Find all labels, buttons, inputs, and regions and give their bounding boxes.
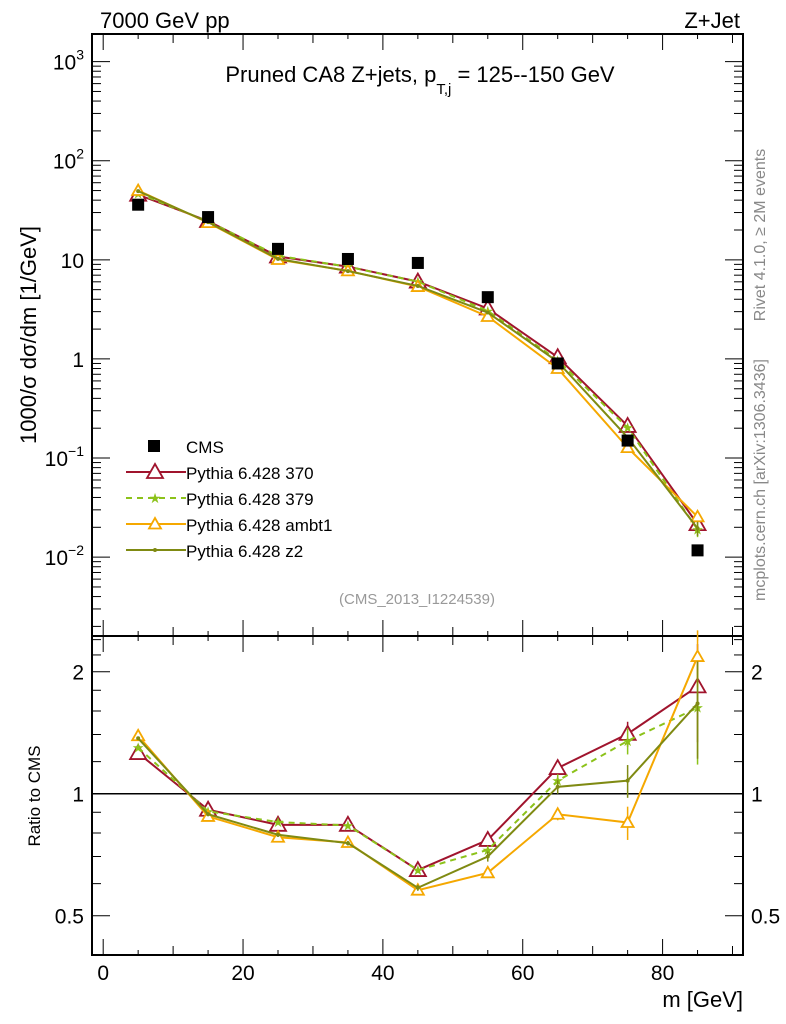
xlabel: m [GeV] <box>662 987 743 1012</box>
series-point <box>415 283 420 288</box>
x-tick-label: 60 <box>511 962 534 985</box>
ratio-y-tick-label: 0.5 <box>55 906 84 929</box>
ratio-point <box>480 865 496 879</box>
cms-data-point <box>551 357 564 370</box>
mcplots-label: mcplots.cern.ch [arXiv:1306.3436] <box>752 359 769 601</box>
cms-data-point <box>481 291 494 304</box>
main-ylabel: 1000/σ dσ/dm [1/GeV] <box>16 226 41 444</box>
ratio-point <box>206 812 211 817</box>
ratio-line-3 <box>137 702 699 889</box>
ratio-y-tick-label-right: 1 <box>751 784 763 807</box>
ratio-point <box>415 885 420 890</box>
legend: CMS Pythia 6.428 370 ★ Pythia 6.428 379 Pyth… <box>126 438 332 561</box>
x-tick-label: 20 <box>231 962 254 985</box>
series-point <box>620 439 636 454</box>
y-tick-label: 10−2 <box>45 542 85 570</box>
ratio-point: ★ <box>621 733 634 749</box>
ratio-point <box>620 814 636 828</box>
series-line-1 <box>137 192 699 530</box>
series-point: ★ <box>621 420 634 436</box>
legend-label: Pythia 6.428 z2 <box>186 542 303 561</box>
ratio-point: ★ <box>342 817 355 833</box>
ratio-point: ★ <box>132 740 145 756</box>
y-tick-label: 1 <box>72 349 84 372</box>
ratio-point <box>555 784 560 789</box>
ratio-point <box>485 854 490 859</box>
ratio-y-tick-label-right: 2 <box>751 662 763 685</box>
cms-data-point <box>272 242 284 255</box>
y-tick-label: 10 <box>61 250 84 273</box>
y-tick-label: 10−1 <box>45 443 85 471</box>
ratio-y-tick-label: 1 <box>72 784 84 807</box>
ratio-point <box>689 648 706 662</box>
ratio-frame <box>91 635 744 956</box>
y-tick-label: 103 <box>53 47 84 75</box>
ratio-line-0 <box>137 685 699 872</box>
cms-data-point <box>621 434 634 447</box>
series-point <box>136 189 141 194</box>
ratio-point: ★ <box>272 814 285 830</box>
ratio-y-tick-label: 2 <box>72 662 84 685</box>
series-point <box>695 526 700 531</box>
series-point <box>276 256 280 261</box>
ratio-point <box>695 701 700 706</box>
ratio-point <box>345 841 350 846</box>
header-right: Z+Jet <box>684 8 740 33</box>
legend-marker <box>153 548 157 552</box>
legend-marker: ★ <box>149 490 162 506</box>
ratio-point <box>548 758 568 775</box>
ratio-point <box>478 830 498 847</box>
series-point <box>689 509 706 523</box>
legend-marker <box>145 462 165 479</box>
legend-label-cms: CMS <box>186 438 224 457</box>
legend-label: Pythia 6.428 370 <box>186 464 314 483</box>
x-tick-label: 80 <box>651 962 674 985</box>
header-left: 7000 GeV pp <box>100 8 230 33</box>
cms-data-point <box>411 256 424 269</box>
legend-label: Pythia 6.428 ambt1 <box>186 516 332 535</box>
cms-data-point <box>691 544 704 557</box>
ratio-point <box>136 736 141 741</box>
ratio-line-1 <box>137 706 698 872</box>
ratio-ylabel: Ratio to CMS <box>25 745 44 846</box>
main-title: Pruned CA8 Z+jets, pT,j = 125--150 GeV <box>225 62 615 98</box>
rivet-label: Rivet 4.1.0, ≥ 2M events <box>752 149 769 321</box>
legend-marker-cms <box>148 440 160 452</box>
y-tick-label: 102 <box>53 146 84 174</box>
series-point <box>485 310 490 315</box>
ratio-y-tick-label-right: 0.5 <box>751 906 780 929</box>
legend-label: Pythia 6.428 379 <box>186 490 314 509</box>
analysis-watermark: (CMS_2013_I1224539) <box>339 591 495 608</box>
ratio-point <box>276 832 280 837</box>
x-tick-label: 0 <box>97 962 109 985</box>
cms-data-point <box>132 198 145 211</box>
ratio-point: ★ <box>412 862 425 878</box>
cms-data-point <box>341 252 354 265</box>
ratio-point <box>625 778 630 783</box>
ratio-point <box>550 806 566 820</box>
series-point <box>618 416 638 433</box>
ratio-line-2 <box>137 656 699 892</box>
series-point <box>345 269 350 274</box>
legend-marker <box>147 516 163 530</box>
cms-data-point <box>202 211 215 224</box>
x-tick-label: 40 <box>371 962 394 985</box>
